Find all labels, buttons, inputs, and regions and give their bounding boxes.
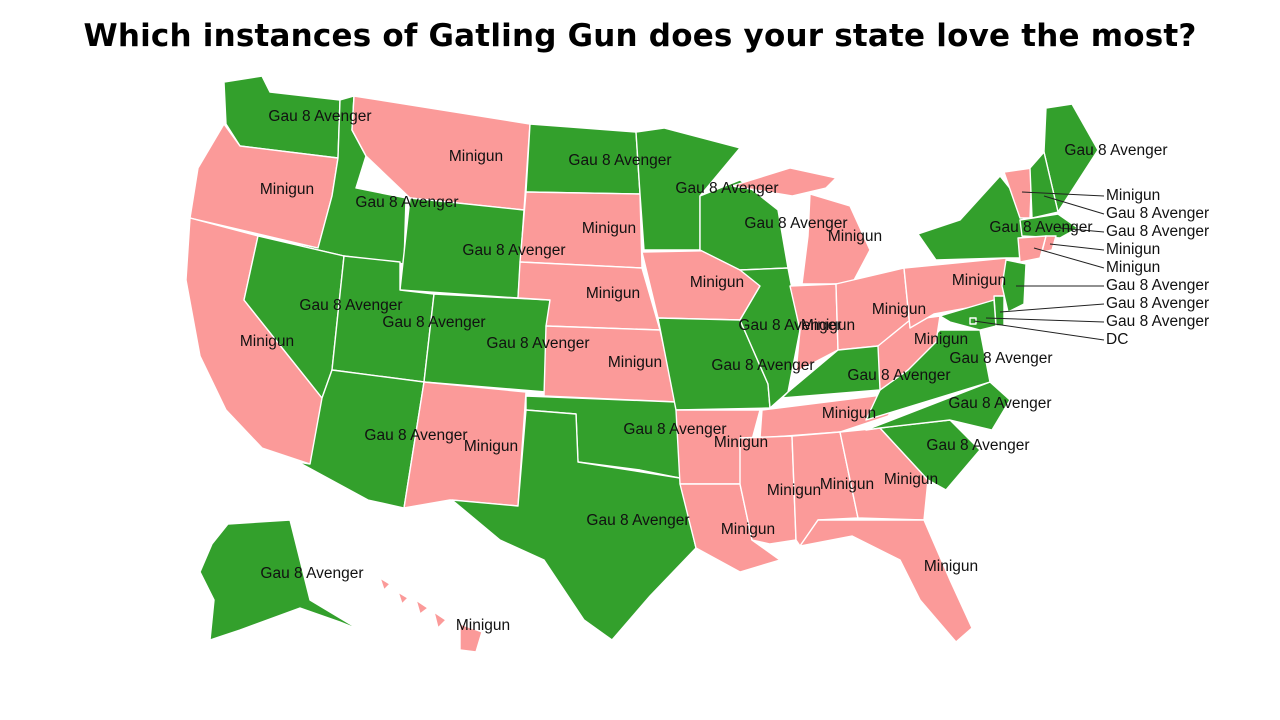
state-ny bbox=[917, 175, 1025, 261]
callout-label-vt: Minigun bbox=[1106, 187, 1160, 204]
state-label-mt: Minigun bbox=[449, 148, 503, 165]
state-label-tn: Minigun bbox=[822, 405, 876, 422]
state-label-mi: Minigun bbox=[828, 228, 882, 245]
state-label-wi: Gau 8 Avenger bbox=[744, 215, 847, 232]
callout-label-ma: Gau 8 Avenger bbox=[1106, 223, 1209, 240]
state-label-nv: Gau 8 Avenger bbox=[299, 297, 402, 314]
state-label-wy: Gau 8 Avenger bbox=[462, 242, 565, 259]
state-label-sc: Gau 8 Avenger bbox=[926, 437, 1029, 454]
callout-line-dc bbox=[973, 320, 1105, 341]
state-label-in: Minigun bbox=[801, 317, 855, 334]
callout-line-vt bbox=[1021, 191, 1105, 197]
state-label-me: Gau 8 Avenger bbox=[1064, 142, 1167, 159]
state-label-wv: Minigun bbox=[914, 331, 968, 348]
state-label-mo: Gau 8 Avenger bbox=[711, 357, 814, 374]
state-label-ak: Gau 8 Avenger bbox=[260, 565, 363, 582]
state-label-il: Gau 8 Avenger bbox=[738, 317, 841, 334]
callout-label-ct: Minigun bbox=[1106, 259, 1160, 276]
callout-label-de: Gau 8 Avenger bbox=[1106, 295, 1209, 312]
callout-line-ma bbox=[1059, 227, 1105, 233]
state-label-ar: Minigun bbox=[714, 434, 768, 451]
state-label-or: Minigun bbox=[260, 181, 314, 198]
state-ma bbox=[1019, 213, 1079, 239]
state-tx bbox=[451, 409, 697, 641]
state-label-nm: Minigun bbox=[464, 438, 518, 455]
callout-lines-layer bbox=[973, 191, 1105, 341]
state-label-oh: Minigun bbox=[872, 301, 926, 318]
state-label-al: Minigun bbox=[820, 476, 874, 493]
state-fl bbox=[799, 519, 973, 643]
callout-label-nh: Gau 8 Avenger bbox=[1106, 205, 1209, 222]
callout-label-ri: Minigun bbox=[1106, 241, 1160, 258]
state-dc bbox=[969, 317, 977, 325]
callout-label-md: Gau 8 Avenger bbox=[1106, 313, 1209, 330]
callout-label-nj: Gau 8 Avenger bbox=[1106, 277, 1209, 294]
state-label-ia: Minigun bbox=[690, 274, 744, 291]
state-label-ok: Gau 8 Avenger bbox=[623, 421, 726, 438]
callout-line-md bbox=[985, 317, 1105, 323]
state-nj bbox=[1001, 259, 1027, 313]
state-label-nd: Gau 8 Avenger bbox=[568, 152, 671, 169]
callout-line-ri bbox=[1049, 243, 1105, 251]
state-label-ut: Gau 8 Avenger bbox=[382, 314, 485, 331]
state-in bbox=[789, 283, 839, 373]
state-hi bbox=[379, 577, 483, 653]
state-label-sd: Minigun bbox=[582, 220, 636, 237]
state-label-va: Gau 8 Avenger bbox=[949, 350, 1052, 367]
state-label-fl: Minigun bbox=[924, 558, 978, 575]
state-label-hi: Minigun bbox=[456, 617, 510, 634]
state-label-az: Gau 8 Avenger bbox=[364, 427, 467, 444]
state-label-ca: Minigun bbox=[240, 333, 294, 350]
state-label-co: Gau 8 Avenger bbox=[486, 335, 589, 352]
state-label-nc: Gau 8 Avenger bbox=[948, 395, 1051, 412]
map-title: Which instances of Gatling Gun does your… bbox=[83, 18, 1197, 54]
state-ak bbox=[199, 519, 361, 641]
callout-label-dc: DC bbox=[1106, 331, 1128, 348]
state-label-la: Minigun bbox=[721, 521, 775, 538]
state-label-id: Gau 8 Avenger bbox=[355, 194, 458, 211]
state-label-pa: Minigun bbox=[952, 272, 1006, 289]
state-label-wa: Gau 8 Avenger bbox=[268, 108, 371, 125]
state-label-ga: Minigun bbox=[884, 471, 938, 488]
state-label-tx: Gau 8 Avenger bbox=[586, 512, 689, 529]
state-ct bbox=[1017, 235, 1047, 263]
states-layer bbox=[185, 75, 1099, 653]
state-label-ms: Minigun bbox=[767, 482, 821, 499]
callout-line-ct bbox=[1033, 247, 1105, 269]
state-nh bbox=[1029, 151, 1059, 219]
state-label-mn: Gau 8 Avenger bbox=[675, 180, 778, 197]
state-label-ky: Gau 8 Avenger bbox=[847, 367, 950, 384]
state-label-ne: Minigun bbox=[586, 285, 640, 302]
callout-line-nh bbox=[1043, 195, 1105, 215]
state-label-ks: Minigun bbox=[608, 354, 662, 371]
callout-line-de bbox=[999, 303, 1105, 313]
state-label-ny: Gau 8 Avenger bbox=[989, 219, 1092, 236]
